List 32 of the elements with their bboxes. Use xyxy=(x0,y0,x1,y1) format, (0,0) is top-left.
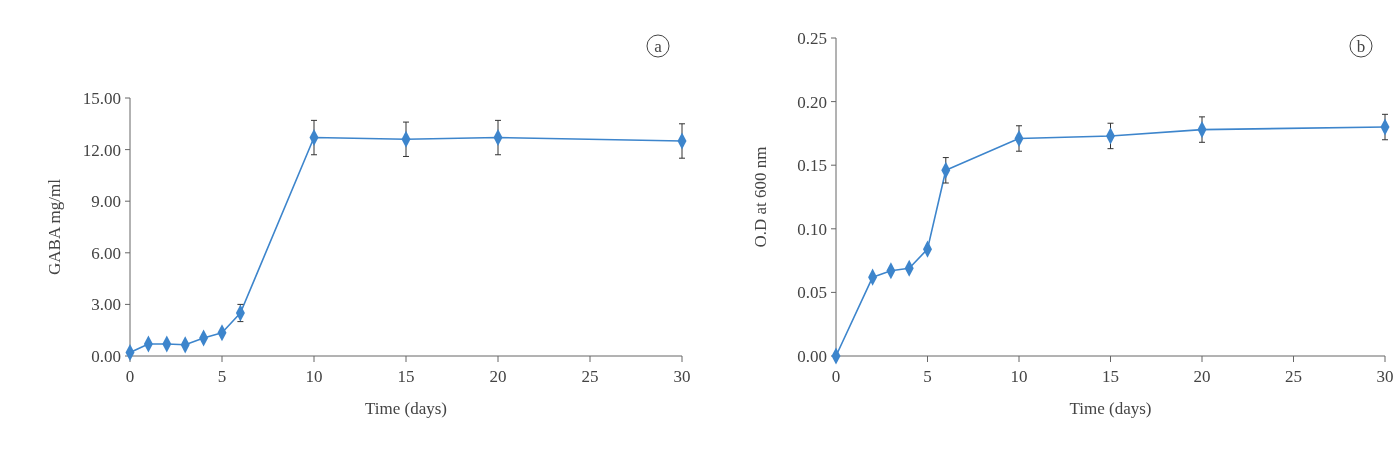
y-tick-label: 0.25 xyxy=(797,28,827,48)
y-tick-label: 0.00 xyxy=(91,346,121,366)
y-axis-title: O.D at 600 nm xyxy=(751,146,770,248)
x-tick-label: 10 xyxy=(1010,367,1028,386)
x-tick-label: 20 xyxy=(489,367,507,386)
x-axis-title: Time (days) xyxy=(1069,399,1152,418)
x-tick-label: 20 xyxy=(1193,367,1211,386)
y-tick-label: 0.15 xyxy=(797,156,827,176)
text: a xyxy=(654,36,663,56)
y-tick-label: 9.00 xyxy=(91,192,121,212)
y-axis-title: GABA mg/ml xyxy=(45,178,64,275)
x-tick-label: 15 xyxy=(397,367,415,386)
x-tick-label: 0 xyxy=(125,367,135,386)
y-tick-label: 3.00 xyxy=(91,295,121,315)
x-tick-label: 5 xyxy=(923,367,932,386)
x-tick-label: 25 xyxy=(1285,367,1302,386)
x-tick-label: 0 xyxy=(831,367,841,386)
x-tick-label: 25 xyxy=(581,367,599,386)
x-tick-label: 5 xyxy=(217,367,227,386)
y-tick-label: 0.20 xyxy=(797,92,827,112)
x-tick-label: 15 xyxy=(1102,367,1119,386)
annotation: b xyxy=(1356,36,1366,56)
y-tick-label: 0.05 xyxy=(797,283,827,303)
x-axis-title: Time (days) xyxy=(364,399,448,418)
x-tick-label: 30 xyxy=(673,367,691,386)
x-tick-label: 30 xyxy=(1376,367,1394,386)
y-tick-label: 0.00 xyxy=(797,346,827,366)
y-tick-label: 0.10 xyxy=(797,219,827,239)
y-tick-label: 15.00 xyxy=(82,88,121,108)
y-tick-label: 6.00 xyxy=(91,243,121,263)
y-tick-label: 12.00 xyxy=(82,140,121,160)
x-tick-label: 10 xyxy=(305,367,323,386)
